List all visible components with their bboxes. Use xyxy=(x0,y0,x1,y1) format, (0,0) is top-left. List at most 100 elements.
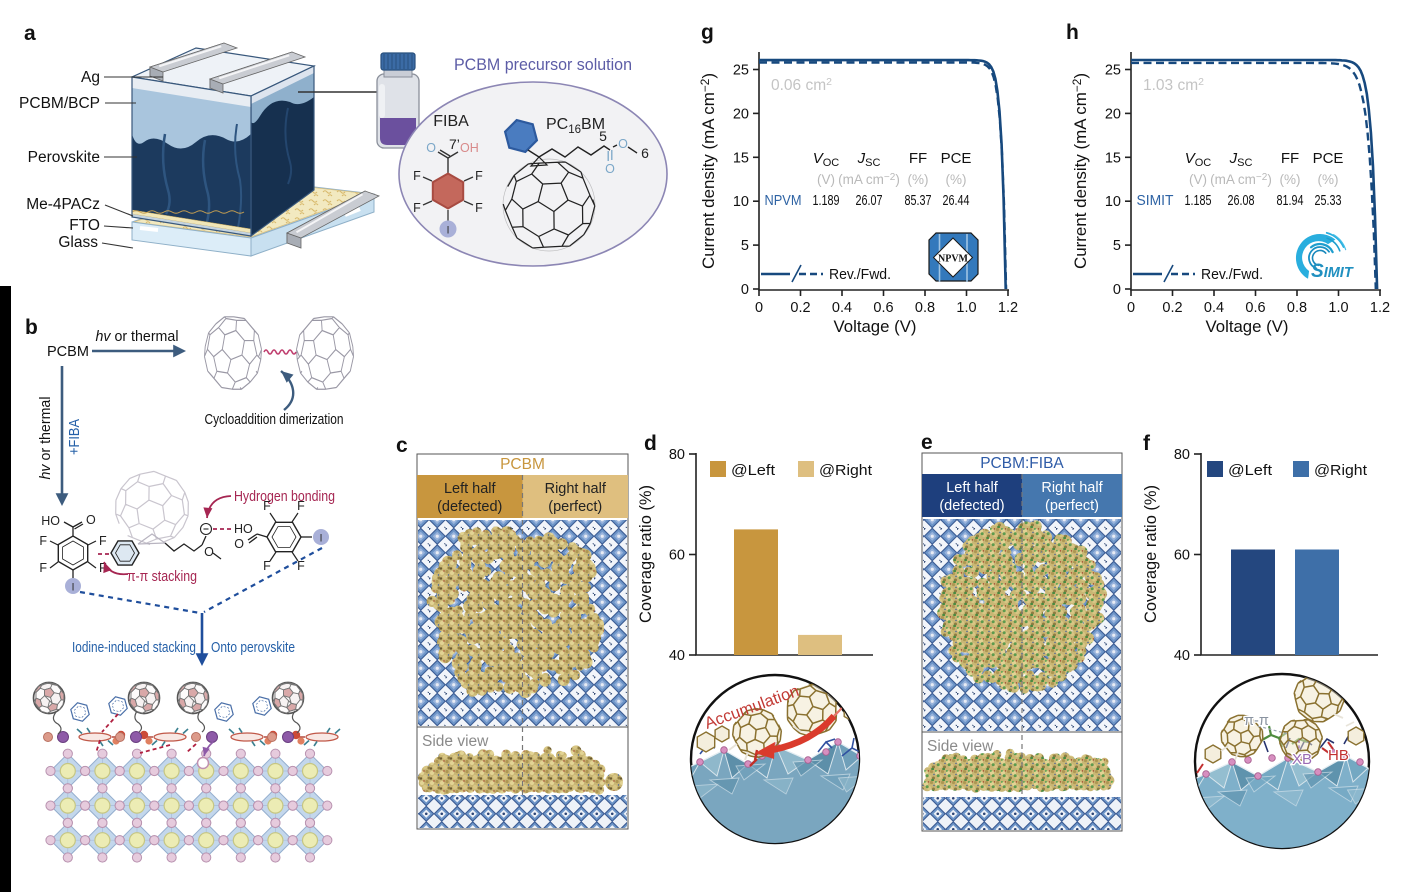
svg-text:Voltage (V): Voltage (V) xyxy=(834,318,917,336)
svg-text:Rev./Fwd.: Rev./Fwd. xyxy=(829,267,891,283)
svg-text:0.6: 0.6 xyxy=(873,300,893,316)
svg-text:60: 60 xyxy=(1174,548,1190,564)
svg-text:h: h xyxy=(1066,21,1079,44)
svg-text:1.0: 1.0 xyxy=(956,300,976,316)
svg-text:OH: OH xyxy=(460,141,479,155)
svg-text:F: F xyxy=(475,169,483,183)
svg-text:HB: HB xyxy=(1328,747,1349,764)
svg-text:FF: FF xyxy=(909,150,927,167)
svg-text:25: 25 xyxy=(733,63,749,79)
svg-text:10: 10 xyxy=(1105,194,1121,210)
svg-text:0: 0 xyxy=(755,300,763,316)
svg-text:XB: XB xyxy=(1292,751,1312,768)
svg-text:0.8: 0.8 xyxy=(1287,300,1307,316)
svg-text:40: 40 xyxy=(669,648,685,664)
svg-text:Side view: Side view xyxy=(422,733,489,750)
svg-text:(V): (V) xyxy=(1189,172,1207,187)
svg-text:@Right: @Right xyxy=(819,462,873,479)
svg-text:0.8: 0.8 xyxy=(915,300,935,316)
svg-text:15: 15 xyxy=(1105,150,1121,166)
svg-text:π-π: π-π xyxy=(1244,713,1269,729)
svg-text:Right half: Right half xyxy=(1041,480,1103,496)
svg-text:F: F xyxy=(297,499,305,513)
svg-text:81.94: 81.94 xyxy=(1277,193,1304,209)
svg-text:Right half: Right half xyxy=(545,481,607,497)
svg-text:Voltage (V): Voltage (V) xyxy=(1206,318,1289,336)
svg-text:1.2: 1.2 xyxy=(1370,300,1390,316)
svg-text:0.6: 0.6 xyxy=(1245,300,1265,316)
svg-text:PCBM: PCBM xyxy=(500,456,545,473)
svg-text:O: O xyxy=(605,162,615,176)
svg-text:Iodine-induced stacking: Iodine-induced stacking xyxy=(72,640,196,656)
svg-text:Side view: Side view xyxy=(927,738,994,755)
svg-text:F: F xyxy=(475,201,483,215)
svg-text:@Left: @Left xyxy=(731,462,776,479)
svg-text:26.44: 26.44 xyxy=(943,193,970,209)
svg-text:F: F xyxy=(413,169,421,183)
svg-text:26.08: 26.08 xyxy=(1228,193,1255,209)
svg-text:VOC: VOC xyxy=(813,150,840,169)
svg-text:Left half: Left half xyxy=(444,481,497,497)
svg-text:5: 5 xyxy=(741,238,749,254)
svg-text:I: I xyxy=(71,582,74,594)
svg-text:40: 40 xyxy=(1174,648,1190,664)
svg-text:80: 80 xyxy=(669,447,685,463)
svg-text:0.4: 0.4 xyxy=(1204,300,1224,316)
svg-text:60: 60 xyxy=(669,548,685,564)
svg-text:(V): (V) xyxy=(817,172,835,187)
svg-text:O: O xyxy=(86,513,96,527)
svg-text:F: F xyxy=(39,561,47,575)
svg-text:PCBM:FIBA: PCBM:FIBA xyxy=(980,455,1064,472)
svg-text:1.03 cm2: 1.03 cm2 xyxy=(1143,76,1204,94)
svg-text:0.06 cm2: 0.06 cm2 xyxy=(771,76,832,94)
svg-text:F: F xyxy=(99,534,107,548)
svg-text:Rev./Fwd.: Rev./Fwd. xyxy=(1201,267,1263,283)
svg-text:HO: HO xyxy=(234,522,253,536)
svg-text:I: I xyxy=(446,225,449,237)
svg-text:20: 20 xyxy=(1105,106,1121,122)
svg-text:b: b xyxy=(25,316,38,339)
svg-text:1.185: 1.185 xyxy=(1185,193,1212,209)
svg-text:F: F xyxy=(99,561,107,575)
svg-text:20: 20 xyxy=(733,106,749,122)
svg-text:JSC: JSC xyxy=(857,150,881,169)
svg-text:VOC: VOC xyxy=(1185,150,1212,169)
svg-text:NPVM: NPVM xyxy=(765,193,802,209)
svg-text:85.37: 85.37 xyxy=(905,193,932,209)
svg-text:PCBM: PCBM xyxy=(47,344,89,360)
svg-text:FF: FF xyxy=(1281,150,1299,167)
svg-text:F: F xyxy=(413,201,421,215)
svg-text:10: 10 xyxy=(733,194,749,210)
svg-text:26.07: 26.07 xyxy=(856,193,883,209)
svg-text:(mA cm−2): (mA cm−2) xyxy=(838,172,900,187)
svg-text:@Left: @Left xyxy=(1228,462,1273,479)
svg-text:PCBM/BCP: PCBM/BCP xyxy=(19,95,100,112)
svg-text:I: I xyxy=(319,533,322,545)
svg-text:(perfect): (perfect) xyxy=(548,499,602,515)
svg-text:FTO: FTO xyxy=(69,217,100,234)
svg-text:SIMIT: SIMIT xyxy=(1311,261,1354,282)
svg-text:Left half: Left half xyxy=(946,480,999,496)
svg-text:PC16BM: PC16BM xyxy=(546,116,605,136)
svg-text:Onto perovskite: Onto perovskite xyxy=(211,640,295,656)
svg-text:e: e xyxy=(921,431,933,454)
svg-text:O: O xyxy=(204,545,214,559)
svg-text:15: 15 xyxy=(733,150,749,166)
svg-text:5: 5 xyxy=(599,128,607,144)
svg-text:Glass: Glass xyxy=(58,234,98,251)
svg-text:Me-4PACz: Me-4PACz xyxy=(26,196,100,213)
svg-text:(mA cm−2): (mA cm−2) xyxy=(1210,172,1272,187)
svg-text:80: 80 xyxy=(1174,447,1190,463)
svg-text:PCE: PCE xyxy=(941,150,972,167)
svg-text:O: O xyxy=(618,137,628,151)
svg-text:FIBA: FIBA xyxy=(433,113,469,130)
svg-text:+FIBA: +FIBA xyxy=(67,419,83,455)
svg-text:0.2: 0.2 xyxy=(790,300,810,316)
svg-text:JSC: JSC xyxy=(1229,150,1253,169)
svg-text:@Right: @Right xyxy=(1314,462,1368,479)
svg-text:0: 0 xyxy=(1113,282,1121,298)
svg-text:(perfect): (perfect) xyxy=(1045,498,1099,514)
svg-text:Perovskite: Perovskite xyxy=(28,149,100,166)
svg-text:f: f xyxy=(1143,432,1151,455)
svg-text:PCE: PCE xyxy=(1313,150,1344,167)
